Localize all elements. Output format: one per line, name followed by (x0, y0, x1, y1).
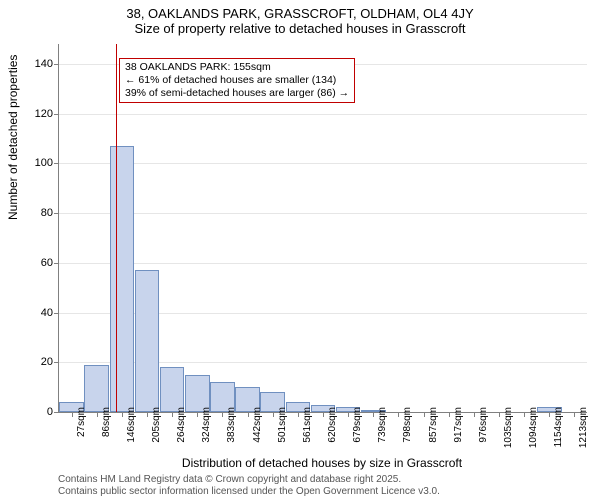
x-tick-label: 1154sqm (553, 407, 564, 457)
x-tick-mark (248, 412, 249, 417)
x-tick-label: 798sqm (402, 407, 413, 457)
x-tick-label: 1035sqm (503, 407, 514, 457)
y-tick-mark (54, 263, 59, 264)
x-tick-mark (348, 412, 349, 417)
x-tick-mark (97, 412, 98, 417)
footer-line1: Contains HM Land Registry data © Crown c… (58, 474, 440, 486)
x-tick-label: 620sqm (327, 407, 338, 457)
y-tick-label: 20 (25, 356, 53, 368)
y-tick-mark (54, 313, 59, 314)
x-tick-mark (524, 412, 525, 417)
y-axis-label: Number of detached properties (6, 55, 20, 220)
x-tick-label: 561sqm (302, 407, 313, 457)
chart-title-line2: Size of property relative to detached ho… (0, 21, 600, 40)
x-tick-mark (424, 412, 425, 417)
gridline (59, 263, 587, 264)
x-tick-mark (574, 412, 575, 417)
x-tick-label: 1094sqm (528, 407, 539, 457)
chart-title-line1: 38, OAKLANDS PARK, GRASSCROFT, OLDHAM, O… (0, 0, 600, 21)
annotation-line1: 38 OAKLANDS PARK: 155sqm (125, 61, 349, 74)
y-tick-label: 80 (25, 207, 53, 219)
x-tick-label: 679sqm (352, 407, 363, 457)
x-tick-label: 501sqm (277, 407, 288, 457)
y-tick-mark (54, 114, 59, 115)
histogram-bar (84, 365, 109, 412)
y-tick-mark (54, 412, 59, 413)
x-tick-label: 917sqm (453, 407, 464, 457)
y-tick-label: 120 (25, 108, 53, 120)
gridline (59, 114, 587, 115)
y-tick-label: 100 (25, 157, 53, 169)
x-tick-mark (549, 412, 550, 417)
x-tick-mark (449, 412, 450, 417)
x-tick-mark (323, 412, 324, 417)
x-tick-label: 27sqm (76, 407, 87, 457)
x-tick-mark (122, 412, 123, 417)
reference-line (116, 44, 117, 412)
x-tick-mark (373, 412, 374, 417)
x-axis-label: Distribution of detached houses by size … (58, 456, 586, 470)
x-tick-label: 442sqm (252, 407, 263, 457)
y-tick-label: 140 (25, 58, 53, 70)
x-tick-mark (197, 412, 198, 417)
y-tick-label: 60 (25, 257, 53, 269)
y-tick-mark (54, 213, 59, 214)
x-tick-mark (273, 412, 274, 417)
x-tick-label: 86sqm (101, 407, 112, 457)
x-tick-mark (147, 412, 148, 417)
y-tick-label: 40 (25, 307, 53, 319)
y-tick-mark (54, 362, 59, 363)
histogram-bar (110, 146, 135, 412)
x-tick-label: 264sqm (176, 407, 187, 457)
footer-text: Contains HM Land Registry data © Crown c… (58, 474, 440, 498)
x-tick-mark (499, 412, 500, 417)
x-tick-label: 146sqm (126, 407, 137, 457)
chart-container: 38, OAKLANDS PARK, GRASSCROFT, OLDHAM, O… (0, 0, 600, 500)
x-tick-mark (172, 412, 173, 417)
y-tick-mark (54, 64, 59, 65)
annotation-line3: 39% of semi-detached houses are larger (… (125, 87, 349, 100)
annotation-box: 38 OAKLANDS PARK: 155sqm ← 61% of detach… (119, 58, 355, 103)
x-tick-label: 739sqm (377, 407, 388, 457)
footer-line2: Contains public sector information licen… (58, 486, 440, 498)
histogram-bar (135, 270, 160, 412)
x-tick-label: 383sqm (226, 407, 237, 457)
gridline (59, 163, 587, 164)
histogram-bar (160, 367, 185, 412)
x-tick-label: 1213sqm (578, 407, 589, 457)
x-tick-mark (298, 412, 299, 417)
y-tick-mark (54, 163, 59, 164)
x-tick-label: 857sqm (428, 407, 439, 457)
x-tick-label: 324sqm (201, 407, 212, 457)
annotation-line2: ← 61% of detached houses are smaller (13… (125, 74, 349, 87)
x-tick-label: 976sqm (478, 407, 489, 457)
x-tick-mark (398, 412, 399, 417)
x-tick-mark (72, 412, 73, 417)
x-tick-label: 205sqm (151, 407, 162, 457)
x-tick-mark (222, 412, 223, 417)
gridline (59, 213, 587, 214)
plot-area: 02040608010012014027sqm86sqm146sqm205sqm… (58, 44, 587, 413)
y-tick-label: 0 (25, 406, 53, 418)
x-tick-mark (474, 412, 475, 417)
